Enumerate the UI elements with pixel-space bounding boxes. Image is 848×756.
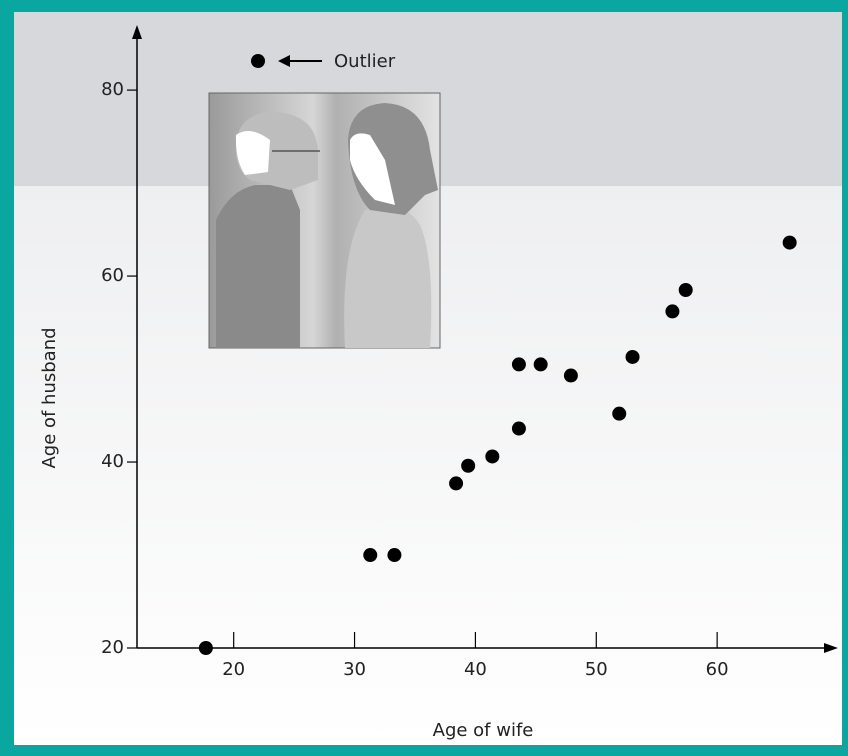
y-axis-arrow — [132, 25, 142, 39]
annotation-arrowhead — [278, 55, 290, 67]
point — [782, 235, 797, 250]
point — [625, 349, 640, 364]
x-tick-label: 20 — [222, 659, 245, 680]
point — [449, 476, 464, 491]
x-axis-arrow — [824, 643, 838, 653]
y-tick-label: 20 — [101, 637, 124, 658]
y-axis-label: Age of husband — [39, 327, 60, 468]
x-tick-label: 30 — [343, 659, 366, 680]
point — [665, 304, 680, 319]
point — [612, 406, 627, 421]
point — [198, 641, 213, 655]
y-tick-label: 80 — [101, 79, 124, 100]
y-tick-label: 60 — [101, 265, 124, 286]
point — [533, 357, 548, 372]
point — [563, 368, 578, 383]
annotation: Outlier — [334, 51, 396, 72]
x-axis-label: Age of wife — [433, 720, 534, 741]
point — [511, 421, 526, 436]
x-tick-label: 40 — [464, 659, 487, 680]
point — [461, 458, 476, 473]
x-tick-label: 50 — [585, 659, 608, 680]
x-tick-label: 60 — [706, 659, 729, 680]
annotation-marker — [251, 54, 265, 68]
point — [485, 449, 500, 464]
point — [678, 283, 693, 298]
photo — [208, 92, 441, 349]
y-tick-label: 40 — [101, 451, 124, 472]
point — [363, 548, 378, 563]
point — [387, 548, 402, 563]
point — [511, 357, 526, 372]
